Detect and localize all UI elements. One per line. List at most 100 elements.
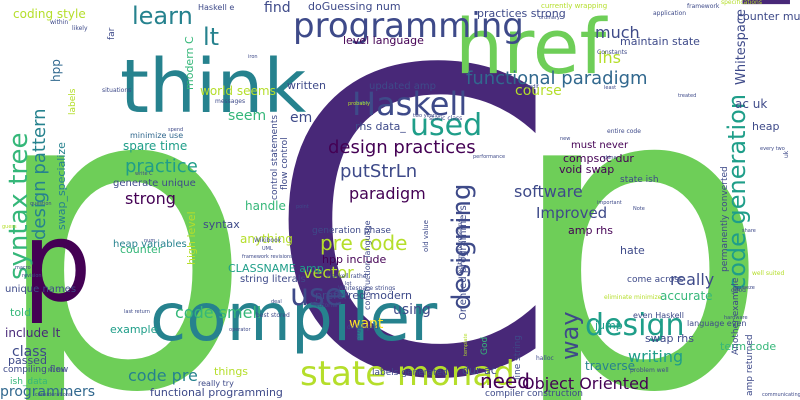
cloud-word: compsoc dur [563,152,634,165]
cloud-word: spare time [123,139,187,153]
cloud-word: putStrLn [340,161,417,182]
cloud-word: designing [447,184,477,310]
cloud-word: heap [752,120,779,133]
cloud-word: void swap [559,163,614,176]
cloud-word: world seems [200,84,276,98]
cloud-word: eliminate minimize [604,294,662,301]
cloud-word: revision [22,273,42,279]
cloud-word: vector [303,263,354,282]
cloud-word: flow control [280,137,290,190]
cloud-word: learn [132,2,193,30]
cloud-word: compiler construction [485,389,583,399]
cloud-word: hardware [724,315,748,321]
cloud-word: Whitespace [734,9,749,85]
cloud-word: developed [347,324,379,331]
cloud-word: used [410,108,482,143]
cloud-word: single [356,325,362,340]
cloud-word: labels generated [372,368,448,378]
cloud-word: code pre [128,366,198,385]
cloud-word: preferred modern [315,289,412,302]
cloud-word: generate unique [113,178,196,189]
cloud-word: anything [240,232,293,246]
cloud-word: ac uk [735,97,767,111]
cloud-word: likely [72,25,88,32]
cloud-word: handle [245,199,286,213]
cloud-word: class [12,344,47,360]
cloud-word: really [670,270,714,289]
cloud-word: macro [15,265,31,271]
cloud-word: num [144,238,155,244]
cloud-word: em [290,110,312,126]
cloud-word: updated amp [369,81,436,92]
cloud-word: least [604,85,616,91]
cloud-word: Object Oriented [522,374,649,393]
cloud-word: heap variables [113,239,187,250]
cloud-word: old value [422,220,430,252]
cloud-word: good [731,287,746,294]
cloud-word: told [10,306,31,319]
cloud-word: even Haskell [633,311,684,320]
cloud-word: hate [620,244,645,257]
cloud-word: paradigm [349,184,426,203]
cloud-word: high level [185,211,198,265]
cloud-word: pre code [320,231,407,255]
cloud-word: want [349,316,384,332]
cloud-word: counter [120,243,163,256]
cloud-word: last return [124,309,150,315]
cloud-word: problem well [630,367,669,374]
cloud-word: amp returned [745,334,755,396]
cloud-word: labels [68,88,78,115]
cloud-word: design [585,308,685,343]
cloud-word: UML [262,246,273,252]
cloud-word: modern C [183,36,196,90]
cloud-word: every two [760,146,785,152]
cloud-word: way [556,311,584,360]
cloud-word: CLASSNAME amp [228,262,324,275]
cloud-word: minimize use [130,131,183,140]
cloud-word: well suited [752,270,784,277]
cloud-word: href [455,2,609,91]
cloud-word: using [393,302,431,318]
cloud-word: term code [720,340,776,353]
cloud-word: currently wrapping [541,2,607,10]
cloud-word: endif [526,84,539,90]
cloud-word: example [110,323,158,336]
cloud-word: language even [687,319,746,328]
cloud-word: programming [293,6,524,46]
cloud-word: operator [229,327,251,333]
cloud-word: functional programming [150,386,283,399]
cloud-word: Whitespace strings [338,285,395,292]
cloud-word: chine [603,155,617,161]
cloud-word: ML File [48,368,65,374]
cloud-word: question [30,201,52,207]
cloud-word: guess [2,224,17,230]
cloud-word: Haskell e [198,3,234,12]
cloud-word: framework revisions [242,254,293,260]
cloud-word: traverse [585,359,635,373]
cloud-word: two years [413,113,438,119]
cloud-word: unique names [5,284,76,295]
cloud-word: accurate [660,289,713,303]
cloud-word: string literals [240,274,306,285]
cloud-word: p [22,198,92,326]
cloud-word: Improved [536,204,607,222]
cloud-word: generation phase [312,226,391,236]
cloud-word: situations [102,87,131,94]
cloud-word: framework [687,3,720,10]
cloud-word: entire code [607,128,641,135]
cloud-word: God [480,337,490,355]
cloud-word: communicating [762,392,800,398]
cloud-word: code smell [175,303,261,322]
cloud-word: software [514,182,583,201]
cloud-word: coding style [13,7,86,21]
cloud-word: programmers [0,384,95,400]
cloud-word: uk [783,150,790,158]
cloud-word: syntax [203,218,240,231]
cloud-word: control statements [270,115,280,200]
cloud-word: ish_data [10,377,48,387]
cloud-word: spend [168,127,183,133]
cloud-word: jump [594,319,623,332]
cloud-word: squeeze [734,285,755,291]
cloud-word: iron [248,54,258,60]
